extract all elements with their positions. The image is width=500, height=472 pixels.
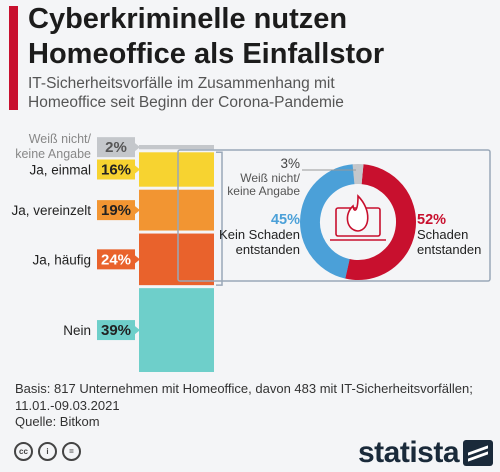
title-accent-bar — [9, 6, 18, 110]
license-icons: cc i = — [14, 442, 81, 461]
donut-category-label-schaden-line2: entstanden — [417, 242, 481, 257]
bar-segment-ja-einmal — [139, 152, 214, 187]
bar-value-pointer-weiss-nicht — [135, 143, 140, 152]
donut-value-label-kein-schaden: 45% — [271, 212, 300, 228]
title-line-2: Homeoffice als Einfallstor — [28, 38, 385, 70]
ja-bracket — [216, 151, 223, 286]
bar-value-pointer-ja-einmal — [135, 165, 140, 174]
donut-slice-kein-schaden — [300, 164, 416, 280]
bar-value-box-ja-vereinzelt — [97, 200, 135, 221]
chart-footer: Basis: 817 Unternehmen mit Homeoffice, d… — [15, 381, 473, 431]
subtitle-line-2: Homeoffice seit Beginn der Corona-Pandem… — [28, 94, 344, 111]
donut-category-label-schaden-line1: Schaden — [417, 227, 468, 242]
cc-icon[interactable]: cc — [14, 442, 33, 461]
brand-name: statista — [358, 436, 460, 469]
source-note: Quelle: Bitkom — [15, 414, 100, 429]
bar-segment-nein — [139, 288, 214, 372]
bar-value-pointer-ja-haeufig — [135, 255, 140, 264]
donut-value-label-weiss-nicht: 3% — [280, 156, 300, 171]
bar-category-label-nein: Nein — [63, 323, 91, 338]
page-subtitle: IT-Sicherheitsvorfälle im Zusammenhang m… — [28, 74, 488, 112]
bar-value-label-ja-vereinzelt: 19% — [101, 202, 131, 219]
donut-category-label-weiss-nicht-line1: Weiß nicht/ — [240, 171, 300, 185]
donut-category-label-kein-schaden-line1: Kein Schaden — [219, 227, 300, 242]
bar-category-label-ja-vereinzelt: Ja, vereinzelt — [11, 203, 91, 218]
bar-segment-weiss-nicht — [139, 145, 214, 150]
bar-value-pointer-nein — [135, 326, 140, 335]
statista-logo[interactable]: statista — [358, 436, 494, 470]
bar-value-label-ja-haeufig: 24% — [101, 251, 131, 268]
donut-category-label-kein-schaden-line2: entstanden — [236, 242, 300, 257]
chart-canvas: 2% Weiß nicht/keine Angabe 16% Ja, einmal 19… — [11, 132, 491, 372]
bar-value-label-nein: 39% — [101, 322, 131, 339]
subtitle-line-1: IT-Sicherheitsvorfälle im Zusammenhang m… — [28, 75, 335, 92]
donut-slice-weiss-nicht — [300, 164, 416, 280]
bar-value-box-ja-haeufig — [97, 249, 135, 270]
brand-mark-icon — [463, 440, 494, 466]
bar-value-label-weiss-nicht: 2% — [105, 139, 127, 156]
bar-category-label-ja-haeufig: Ja, häufig — [32, 252, 91, 267]
bar-category-label-weiss-nicht-line2: keine Angabe — [15, 147, 91, 161]
basis-line-2: 11.01.-09.03.2021 — [15, 397, 120, 413]
bar-category-label-weiss-nicht-line1: Weiß nicht/ — [29, 132, 92, 146]
donut-value-label-schaden: 52% — [417, 212, 446, 228]
bar-value-box-weiss-nicht — [97, 137, 135, 158]
equal-icon[interactable]: = — [62, 442, 81, 461]
bar-segment-ja-haeufig — [139, 233, 214, 286]
page-title: Cyberkriminelle nutzen Homeoffice als Ei… — [28, 2, 488, 72]
bar-value-pointer-ja-vereinzelt — [135, 206, 140, 215]
bar-value-box-nein — [97, 320, 135, 341]
title-line-1: Cyberkriminelle nutzen — [28, 3, 348, 35]
bar-value-label-ja-einmal: 16% — [101, 162, 131, 179]
donut-panel-frame — [177, 149, 491, 282]
bar-category-label-ja-einmal: Ja, einmal — [29, 163, 91, 178]
bar-value-box-ja-einmal — [97, 159, 135, 180]
bar-segment-ja-vereinzelt — [139, 189, 214, 231]
info-icon[interactable]: i — [38, 442, 57, 461]
donut-category-label-weiss-nicht-line2: keine Angabe — [227, 184, 300, 198]
basis-line-1: Basis: 817 Unternehmen mit Homeoffice, d… — [15, 381, 473, 396]
fire-icon — [346, 194, 369, 232]
